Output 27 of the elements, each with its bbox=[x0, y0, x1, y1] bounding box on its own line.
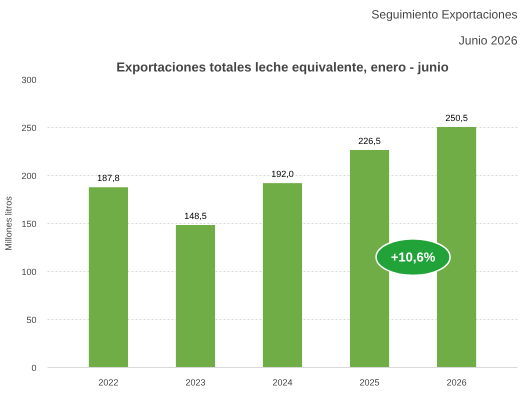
x-tick-label: 2023 bbox=[185, 378, 206, 388]
y-axis-title: Millones litros bbox=[3, 196, 14, 251]
x-tick-label: 2024 bbox=[272, 378, 293, 388]
y-tick-label: 150 bbox=[21, 219, 37, 229]
data-label: 187,8 bbox=[97, 173, 120, 184]
y-tick-label: 50 bbox=[26, 315, 37, 325]
bar bbox=[262, 183, 302, 368]
y-tick-label: 300 bbox=[21, 75, 37, 85]
data-label: 148,5 bbox=[184, 210, 207, 221]
data-label: 226,5 bbox=[358, 136, 381, 146]
x-tick-label: 2026 bbox=[446, 378, 467, 388]
annotation: +10,6% bbox=[390, 250, 436, 265]
text: Seguimiento Exportaciones bbox=[371, 8, 518, 22]
y-tick-label: 250 bbox=[21, 123, 37, 133]
text: Junio 2026 bbox=[458, 34, 518, 48]
data-label: 192,0 bbox=[271, 169, 294, 180]
data-label: 250,5 bbox=[445, 113, 468, 124]
x-tick-label: 2025 bbox=[360, 378, 380, 388]
y-tick-label: 200 bbox=[21, 171, 37, 181]
bar bbox=[350, 150, 390, 368]
chart-title: Exportaciones totales leche equivalente, enero - junio bbox=[116, 60, 449, 74]
x-tick-label: 2022 bbox=[98, 378, 118, 388]
bar bbox=[88, 187, 128, 368]
bar bbox=[176, 224, 216, 368]
y-tick-label: 0 bbox=[31, 363, 37, 373]
bar bbox=[436, 127, 476, 368]
y-tick-label: 100 bbox=[21, 267, 37, 277]
